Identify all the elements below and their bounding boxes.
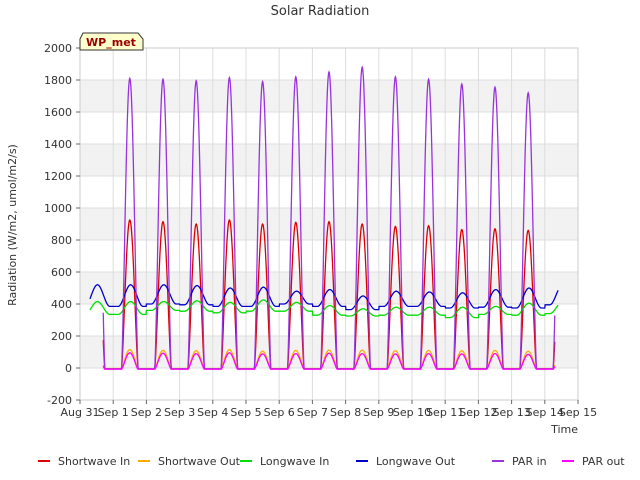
wp-met-annotation: WP_met (79, 32, 144, 51)
x-axis-label: Time (550, 423, 578, 436)
y-tick-label: 1000 (44, 202, 72, 215)
background-band (80, 80, 578, 112)
legend-label: Longwave In (260, 455, 329, 468)
annotation-frame (79, 32, 144, 51)
x-tick-label: Sep 3 (164, 406, 195, 419)
background-band (80, 144, 578, 176)
x-tick-label: Sep 12 (459, 406, 497, 419)
y-tick-label: 200 (51, 330, 72, 343)
y-axis-label: Radiation (W/m2, umol/m2/s) (6, 144, 19, 306)
legend-label: Longwave Out (376, 455, 456, 468)
y-tick-label: 1400 (44, 138, 72, 151)
series-line-longwave-in (89, 299, 559, 319)
y-tick-label: 1600 (44, 106, 72, 119)
y-tick-label: 400 (51, 298, 72, 311)
x-tick-label: Sep 15 (559, 406, 597, 419)
x-tick-label: Sep 5 (230, 406, 261, 419)
x-tick-label: Sep 9 (363, 406, 394, 419)
x-tick-label: Sep 14 (526, 406, 564, 419)
x-tick-label: Sep 10 (393, 406, 431, 419)
x-tick-label: Sep 4 (197, 406, 228, 419)
y-tick-label: 2000 (44, 42, 72, 55)
x-tick-label: Sep 2 (131, 406, 162, 419)
y-tick-label: 800 (51, 234, 72, 247)
background-band (80, 208, 578, 240)
grid-lines (79, 47, 579, 401)
y-tick-label: 1800 (44, 74, 72, 87)
chart-title: Solar Radiation (271, 4, 370, 19)
x-tick-label: Aug 31 (61, 406, 100, 419)
y-tick-label: 0 (65, 362, 72, 375)
x-tick-label: Sep 8 (330, 406, 361, 419)
legend-label: Shortwave Out (158, 455, 241, 468)
x-tick-label: Sep 7 (297, 406, 328, 419)
annotation-label: WP_met (86, 36, 136, 49)
x-tick-label: Sep 6 (264, 406, 295, 419)
y-tick-label: -200 (47, 394, 72, 407)
y-axis-ticks: -200 0 200 400 600 800 1000 1200 1400 1600 1800 200… (44, 42, 80, 407)
legend: Shortwave In Shortwave Out Longwave In Long… (38, 455, 625, 468)
background-band (80, 336, 578, 368)
x-tick-label: Sep 11 (426, 406, 464, 419)
legend-label: PAR in (512, 455, 547, 468)
series-layer (89, 65, 559, 370)
y-tick-label: 1200 (44, 170, 72, 183)
plot-frame (79, 47, 579, 401)
legend-label: Shortwave In (58, 455, 130, 468)
series-line-longwave-out (89, 284, 559, 311)
x-tick-label: Sep 13 (492, 406, 530, 419)
series-line-par-out (102, 352, 556, 370)
legend-label: PAR out (582, 455, 625, 468)
y-tick-label: 600 (51, 266, 72, 279)
background-band (80, 272, 578, 304)
x-tick-label: Sep 1 (98, 406, 129, 419)
background-bands (80, 80, 578, 368)
